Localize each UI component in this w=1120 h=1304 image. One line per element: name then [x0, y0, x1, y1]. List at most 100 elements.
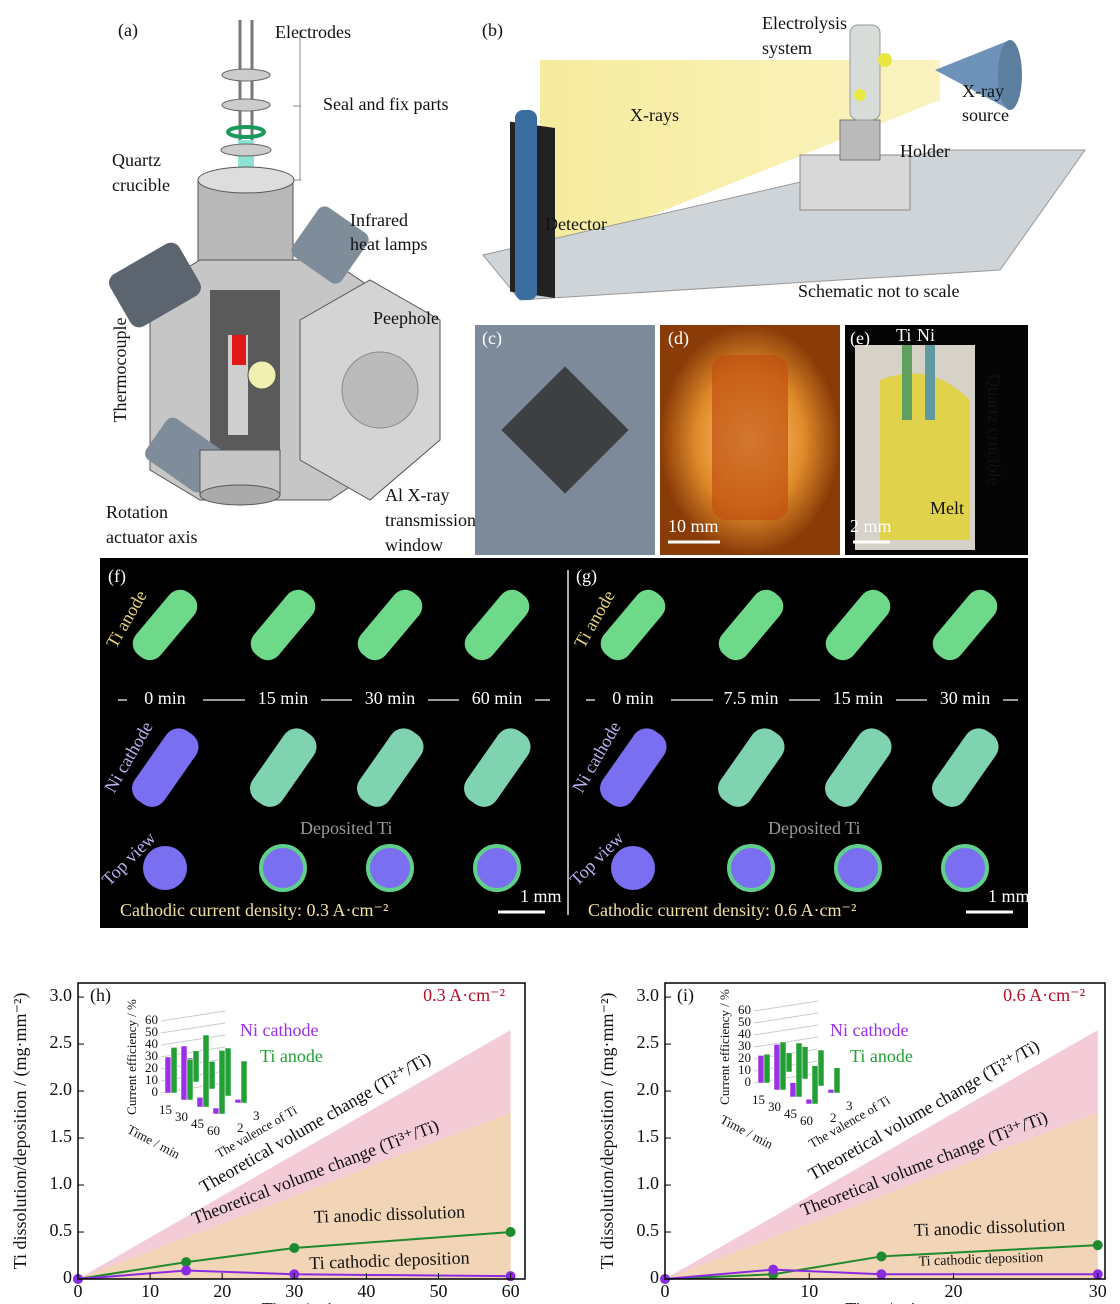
inset-bar	[790, 1083, 796, 1097]
label: heat lamps	[350, 234, 427, 254]
label: Melt	[930, 498, 964, 518]
y-tick-label: 1.5	[637, 1126, 660, 1146]
label: Ti dissolution/deposition / (mg·mm⁻²)	[10, 993, 31, 1270]
inset-grid	[754, 1001, 818, 1011]
inset-bar	[818, 1050, 824, 1086]
label: source	[962, 105, 1009, 125]
inset-bar	[241, 1061, 247, 1103]
inset-time: 15	[159, 1102, 172, 1117]
top-view	[143, 846, 187, 890]
inset-bar	[802, 1047, 808, 1079]
y-tick-label: 2.0	[637, 1079, 660, 1099]
y-tick-label: 0	[63, 1267, 72, 1287]
label: Electrolysis	[762, 13, 847, 33]
label: (h)	[90, 985, 111, 1006]
label: 15 min	[258, 688, 309, 708]
inset-time: 45	[191, 1116, 204, 1131]
y-tick-label: 1.5	[50, 1126, 73, 1146]
inset-bar	[828, 1089, 834, 1093]
inset-bar	[780, 1042, 786, 1090]
inset-bar	[171, 1047, 177, 1093]
top-view	[943, 846, 987, 890]
label: Time / min	[262, 1299, 341, 1304]
data-point	[506, 1227, 516, 1237]
inset-bar	[187, 1059, 193, 1100]
y-tick-label: 2.5	[50, 1032, 73, 1052]
label: 60 min	[472, 688, 523, 708]
y-tick-label: 2.5	[637, 1032, 660, 1052]
label: Current efficiency / %	[124, 999, 139, 1115]
label: Ti dissolution/deposition / (mg·mm⁻²)	[597, 993, 618, 1270]
label: Ni	[917, 325, 935, 345]
data-point	[876, 1251, 886, 1261]
label: (b)	[482, 20, 503, 41]
label: Ti	[896, 325, 911, 345]
label: (f)	[108, 566, 126, 587]
x-tick-label: 0	[661, 1281, 670, 1301]
label: Cathodic current density: 0.3 A·cm⁻²	[120, 900, 388, 920]
label: Electrodes	[275, 22, 351, 42]
label: (e)	[850, 328, 870, 349]
label: 2 mm	[850, 516, 892, 536]
inset-grid	[161, 1011, 225, 1021]
label: 30 min	[365, 688, 416, 708]
label: (g)	[576, 566, 597, 587]
label: Time / min	[718, 1112, 776, 1152]
label: Peephole	[373, 308, 439, 328]
x-tick-label: 10	[141, 1281, 159, 1301]
label: Al X-ray	[385, 485, 449, 505]
label: Schematic not to scale	[798, 281, 959, 301]
x-tick-label: 0	[74, 1281, 83, 1301]
legend-entry: Ni cathode	[830, 1020, 908, 1040]
label: (d)	[668, 328, 689, 349]
inset-time: 60	[207, 1123, 220, 1138]
x-tick-label: 10	[800, 1281, 818, 1301]
label: Detector	[545, 214, 607, 234]
label: window	[385, 535, 443, 555]
y-tick-label: 3.0	[637, 985, 660, 1005]
x-tick-label: 60	[502, 1281, 520, 1301]
label: Quartz crucible	[984, 374, 1004, 485]
top-view	[836, 846, 880, 890]
inset-bar	[225, 1048, 231, 1096]
label: Seal and fix parts	[323, 94, 448, 114]
data-point	[1093, 1240, 1103, 1250]
label: Cathodic current density: 0.6 A·cm⁻²	[588, 900, 856, 920]
inset-time: 30	[175, 1109, 188, 1124]
label: Quartz	[112, 150, 161, 170]
inset-bar	[209, 1061, 215, 1089]
inset-bar	[203, 1035, 209, 1107]
x-tick-label: 20	[945, 1281, 963, 1301]
data-point	[289, 1243, 299, 1253]
label: (i)	[677, 985, 694, 1006]
inset-bar	[219, 1050, 225, 1114]
top-view	[261, 846, 305, 890]
inset-time: 30	[768, 1099, 781, 1114]
label: X-ray	[962, 81, 1004, 101]
label: actuator axis	[106, 527, 197, 547]
label: 0.6 A·cm⁻²	[1003, 985, 1085, 1005]
inset-bar	[197, 1097, 203, 1107]
label: X-rays	[630, 105, 679, 125]
label: Rotation	[106, 502, 168, 522]
inset-bar	[764, 1054, 770, 1083]
label: 0 min	[144, 688, 186, 708]
inset-bar	[834, 1068, 840, 1093]
inset-time: 45	[784, 1106, 797, 1121]
label: system	[762, 38, 812, 58]
label: Holder	[900, 141, 950, 161]
label: Infrared	[350, 210, 408, 230]
label: Thermocouple	[110, 318, 130, 423]
x-tick-label: 50	[429, 1281, 447, 1301]
inset-time: 15	[752, 1092, 765, 1107]
inset-bar	[758, 1055, 764, 1083]
beamline-drawing	[483, 25, 1085, 300]
figure: (a)ElectrodesSeal and fix partsQuartzcru…	[0, 0, 1120, 1304]
inset-bar	[812, 1066, 818, 1104]
y-tick-label: 1.0	[50, 1173, 73, 1193]
label: (a)	[118, 20, 138, 41]
y-tick-label: 2.0	[50, 1079, 73, 1099]
y-tick-label: 3.0	[50, 985, 73, 1005]
label: 0.3 A·cm⁻²	[423, 985, 505, 1005]
label: 7.5 min	[723, 688, 778, 708]
